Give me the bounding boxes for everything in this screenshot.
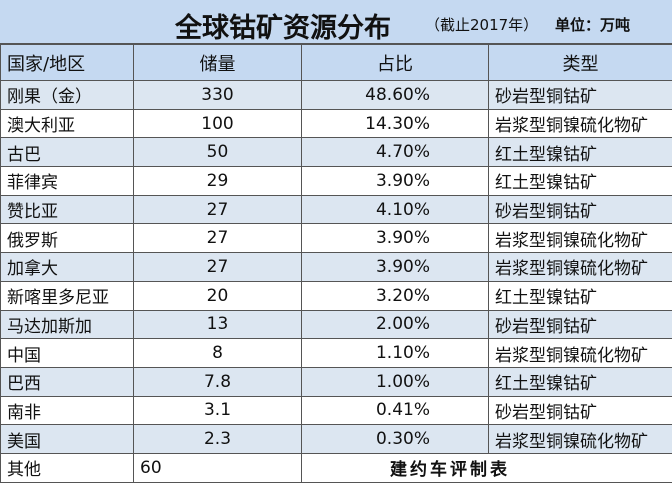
table-cell: 1.00% [302, 367, 489, 396]
table-cell: 8 [134, 339, 302, 368]
table-cell: 刚果（金） [1, 81, 134, 110]
table-cell: 20 [134, 281, 302, 310]
table-cell: 古巴 [1, 138, 134, 167]
table-cell: 砂岩型铜钴矿 [489, 195, 672, 224]
table-cell: 0.41% [302, 396, 489, 425]
table-cell: 红土型镍钴矿 [489, 281, 672, 310]
table-cell: 岩浆型铜镍硫化物矿 [489, 224, 672, 253]
credit: 建约车评制表 [302, 453, 672, 482]
table-cell: 48.60% [302, 81, 489, 110]
table-cell: 新喀里多尼亚 [1, 281, 134, 310]
table-cell: 7.8 [134, 367, 302, 396]
table-cell: 14.30% [302, 109, 489, 138]
title-bar: 全球钴矿资源分布 （截止2017年） 单位：万吨 [0, 0, 672, 44]
table-cell: 澳大利亚 [1, 109, 134, 138]
table-cell: 3.90% [302, 253, 489, 282]
table-cell: 菲律宾 [1, 167, 134, 196]
table-cell: 0.30% [302, 425, 489, 454]
table-cell: 红土型镍钴矿 [489, 367, 672, 396]
table-cell: 砂岩型铜钴矿 [489, 81, 672, 110]
table-cell: 南非 [1, 396, 134, 425]
table-cell: 4.70% [302, 138, 489, 167]
table-cell: 3.20% [302, 281, 489, 310]
table-cell: 3.90% [302, 224, 489, 253]
table-cell: 3.90% [302, 167, 489, 196]
header-cell: 国家/地区 [1, 45, 134, 81]
table-cell: 27 [134, 195, 302, 224]
table-cell: 27 [134, 224, 302, 253]
table-cell: 赞比亚 [1, 195, 134, 224]
table-cell: 砂岩型铜钴矿 [489, 396, 672, 425]
table-cell: 60 [134, 453, 302, 482]
header-row: 国家/地区储量占比类型 [1, 45, 672, 81]
table-cell: 其他 [1, 453, 134, 482]
table-cell: 50 [134, 138, 302, 167]
unit: 单位：万吨 [555, 14, 630, 35]
table-cell: 4.10% [302, 195, 489, 224]
table-cell: 2.00% [302, 310, 489, 339]
title: 全球钴矿资源分布 [175, 6, 391, 45]
table-cell: 330 [134, 81, 302, 110]
table-cell: 1.10% [302, 339, 489, 368]
table-cell: 13 [134, 310, 302, 339]
table-cell: 29 [134, 167, 302, 196]
table-cell: 红土型镍钴矿 [489, 167, 672, 196]
header-cell: 占比 [302, 45, 489, 81]
table-cell: 红土型镍钴矿 [489, 138, 672, 167]
table-cell: 俄罗斯 [1, 224, 134, 253]
table-cell: 马达加斯加 [1, 310, 134, 339]
table-cell: 美国 [1, 425, 134, 454]
table-cell: 岩浆型铜镍硫化物矿 [489, 339, 672, 368]
table-cell: 加拿大 [1, 253, 134, 282]
header-cell: 储量 [134, 45, 302, 81]
table-cell: 中国 [1, 339, 134, 368]
table-cell: 岩浆型铜镍硫化物矿 [489, 425, 672, 454]
table-cell: 3.1 [134, 396, 302, 425]
table-cell: 岩浆型铜镍硫化物矿 [489, 109, 672, 138]
subtitle: （截止2017年） [425, 14, 538, 35]
header-cell: 类型 [489, 45, 672, 81]
table-cell: 岩浆型铜镍硫化物矿 [489, 253, 672, 282]
table-cell: 砂岩型铜钴矿 [489, 310, 672, 339]
table-cell: 100 [134, 109, 302, 138]
table-cell: 27 [134, 253, 302, 282]
table-cell: 巴西 [1, 367, 134, 396]
table-cell: 2.3 [134, 425, 302, 454]
